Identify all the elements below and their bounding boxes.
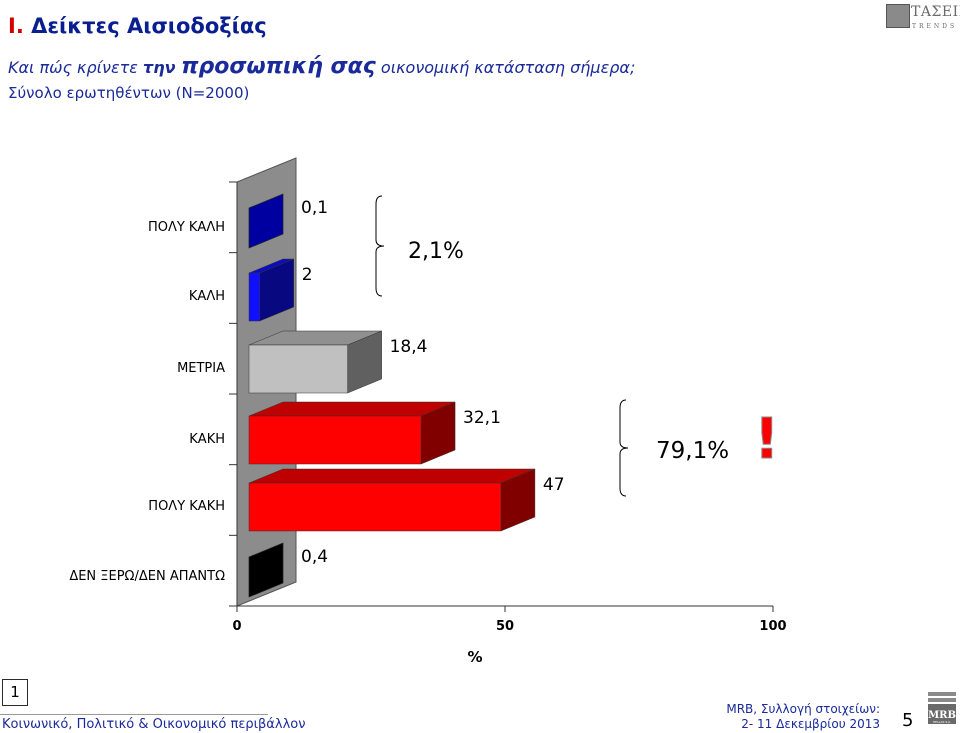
page-number: 5 [902,710,914,731]
data-label: 47 [543,475,565,495]
bar-front [248,542,284,598]
section-number-box: 1 [2,679,28,706]
question-part-4: οικονομική κατάσταση σήμερα; [375,58,636,77]
mrb-logo-text: MRB [928,710,956,721]
mrb-logo-subtext: HELLAS S.A. [933,720,951,724]
category-label: ΠΟΛΥ ΚΑΛΗ [148,220,225,235]
bar-top [248,401,456,417]
footer-section-title: Κοινωνικό, Πολιτικό & Οικονομικό περιβάλ… [2,717,306,732]
question-part-2: την [143,58,182,77]
data-label: 32,1 [463,408,501,428]
bar-front [248,193,284,249]
x-tick-label: 50 [496,619,514,634]
bar-front [248,415,422,465]
chart-annotations: 2,1% 79,1%! [375,195,780,497]
data-label: 2 [302,265,313,285]
total-bad-label: 79,1% [656,438,729,464]
title-text: Δείκτες Αισιοδοξίας [31,14,267,38]
bar [248,330,382,394]
tasis-logo: ΤΑΣΕΙΣ TRENDS [886,4,960,32]
footer-divider [0,714,268,715]
x-tick-label: 0 [232,619,241,634]
logo-main-text: ΤΑΣΕΙΣ [911,4,960,20]
question-text: Και πώς κρίνετε την προσωπική σας οικονο… [8,54,635,79]
group-brace [619,399,629,497]
category-label: ΔΕΝ ΞΕΡΩ/ΔΕΝ ΑΠΑΝΤΩ [69,569,225,584]
x-tick-label: 100 [759,619,786,634]
bar [248,401,456,465]
data-label: 0,1 [301,198,328,218]
question-part-3: προσωπική σας [181,54,376,79]
data-label: 0,4 [301,547,328,567]
bar [248,468,536,532]
bar-front [248,344,348,394]
logo-square-icon [886,4,910,28]
total-good-label: 2,1% [408,239,464,264]
footer-source-line-2: 2- 11 Δεκεμβρίου 2013 [741,717,880,731]
brace-good [375,195,385,297]
bar-front [248,482,502,532]
sample-size: Σύνολο ερωτηθέντων (Ν=2000) [8,84,250,102]
bar [248,193,284,249]
category-label: ΠΟΛΥ ΚΑΚΗ [148,499,225,514]
bar-top [248,468,536,484]
chart-axis: 0 50 100% [229,181,787,666]
category-label: ΚΑΚΗ [189,432,225,447]
bar [248,542,284,598]
bar-front [248,272,260,322]
footer-source-line-1: MRB, Συλλογή στοιχείων: [726,702,880,716]
chart-bars [248,193,536,598]
mrb-logo: MRB HELLAS S.A. [928,692,956,724]
x-axis-label: % [467,648,482,666]
page-title: I. Δείκτες Αισιοδοξίας [8,14,267,38]
group-brace [375,195,385,297]
exclamation-mark: ! [754,407,780,472]
logo-sub-text: TRENDS [912,23,958,30]
category-label: ΚΑΛΗ [189,289,225,304]
title-number: I. [8,14,24,38]
brace-bad [619,399,629,497]
bar [248,258,294,322]
chart-labels: ΠΟΛΥ ΚΑΛΗ ΚΑΛΗ ΜΕΤΡΙΑ ΚΑΚΗ ΠΟΛΥ ΚΑΚΗ ΔΕΝ ΞΕΡΩ… [69,198,564,584]
data-label: 18,4 [390,337,428,357]
category-label: ΜΕΤΡΙΑ [177,361,225,376]
question-part-1: Και πώς κρίνετε [8,58,143,77]
